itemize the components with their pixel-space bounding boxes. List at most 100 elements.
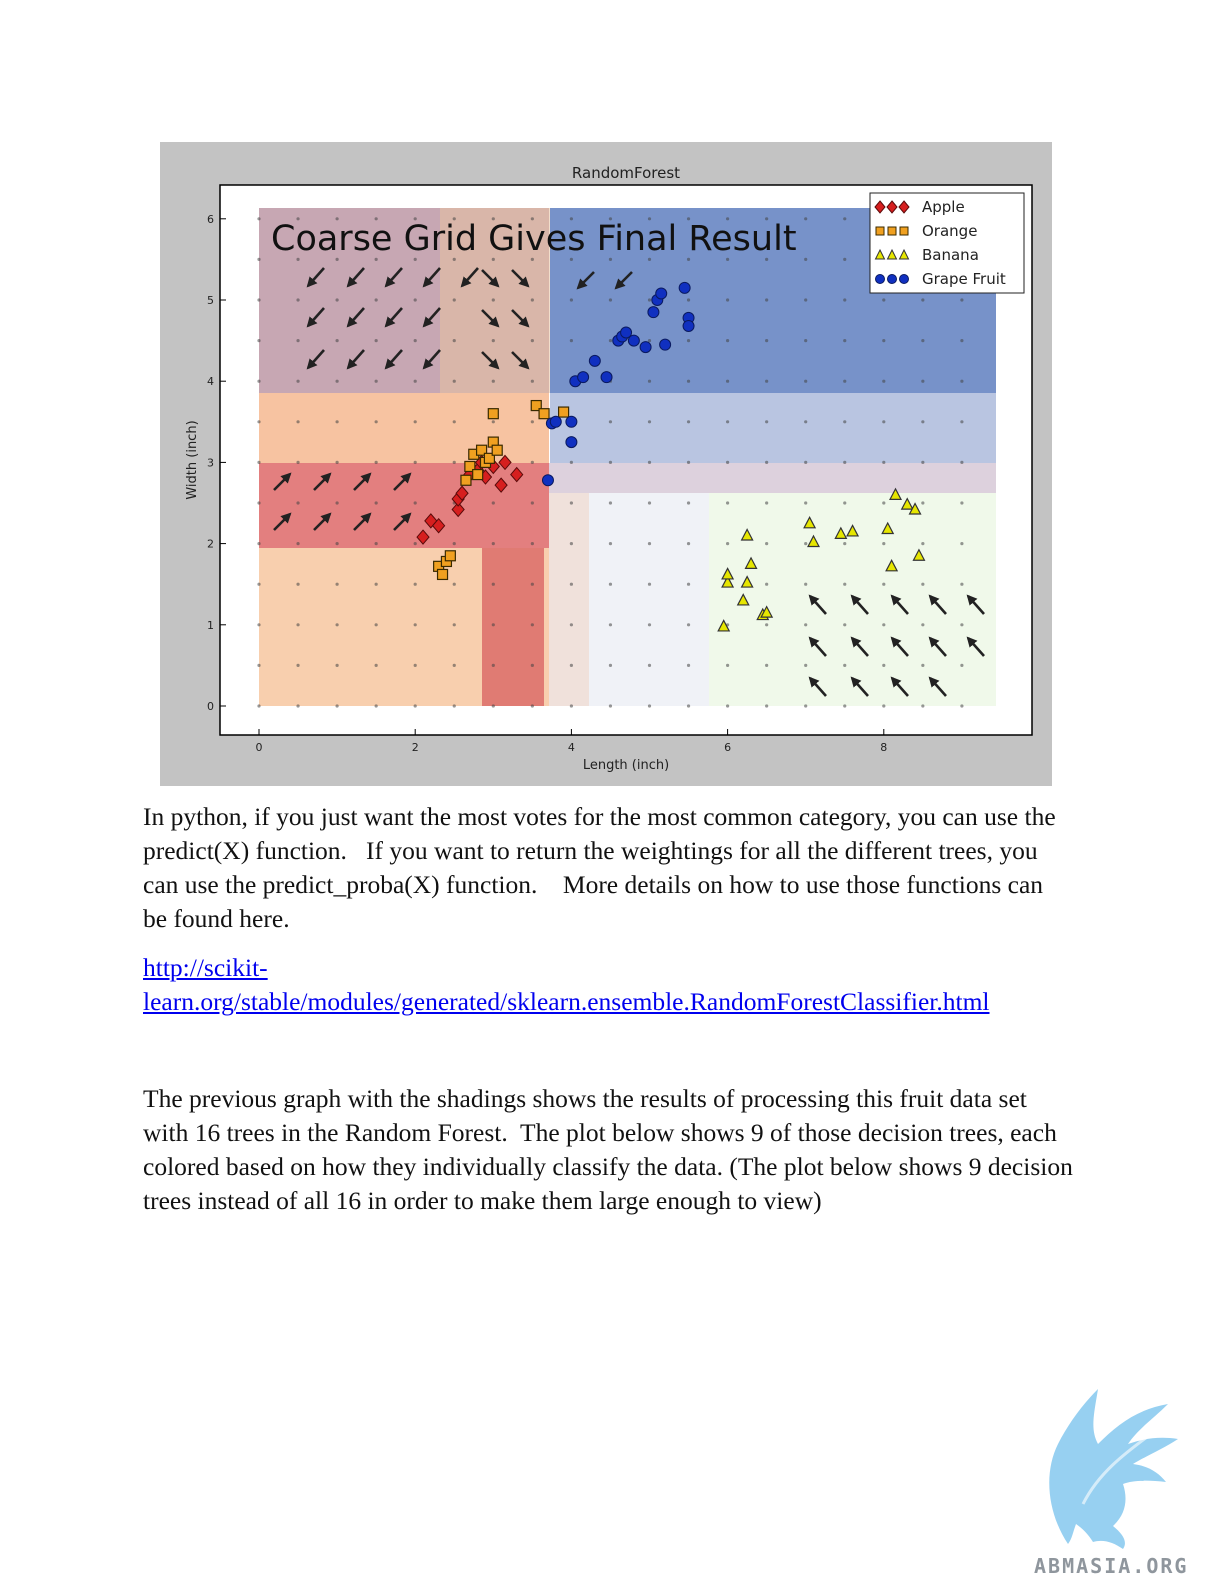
annotation-arrow bbox=[384, 267, 403, 288]
grid-dot bbox=[296, 420, 300, 424]
legend-marker bbox=[899, 226, 909, 236]
grid-dot bbox=[296, 379, 300, 383]
grid-dot bbox=[882, 704, 886, 708]
y-tick-label: 6 bbox=[207, 213, 214, 226]
x-tick-label: 6 bbox=[724, 741, 731, 754]
grid-dot bbox=[804, 501, 808, 505]
y-tick-label: 5 bbox=[207, 294, 214, 307]
grid-dot bbox=[374, 663, 378, 668]
grid-dot bbox=[882, 542, 886, 546]
grid-dot bbox=[726, 379, 730, 383]
legend-marker bbox=[887, 274, 897, 284]
grid-dot bbox=[843, 420, 847, 424]
grid-dot bbox=[726, 704, 730, 708]
point-banana bbox=[736, 593, 750, 606]
annotation-arrow bbox=[481, 351, 500, 370]
grid-dot bbox=[335, 542, 339, 546]
grid-dot bbox=[257, 298, 261, 302]
point-orange bbox=[472, 468, 484, 481]
point-orange bbox=[557, 406, 570, 418]
annotation-arrow bbox=[850, 594, 869, 615]
grid-dot bbox=[413, 339, 417, 343]
grid-dot bbox=[686, 420, 691, 424]
grid-dot bbox=[843, 704, 847, 708]
grid-dot bbox=[726, 217, 730, 221]
grid-dot bbox=[882, 663, 886, 668]
annotation-arrow bbox=[313, 472, 332, 491]
grid-dot bbox=[413, 501, 417, 505]
grid-dot bbox=[257, 460, 261, 464]
grid-dot bbox=[335, 339, 339, 343]
grid-dot bbox=[765, 339, 769, 343]
grid-dot bbox=[804, 298, 808, 302]
x-tick-label: 8 bbox=[880, 741, 887, 754]
grid-dot bbox=[726, 501, 730, 505]
point-banana bbox=[740, 575, 754, 588]
grid-dot bbox=[530, 460, 534, 464]
grid-dot bbox=[569, 704, 573, 708]
grid-dot bbox=[296, 704, 300, 708]
grid-dot bbox=[647, 217, 652, 221]
legend-label: Banana bbox=[922, 246, 979, 264]
point-banana bbox=[900, 497, 914, 510]
grid-dot bbox=[296, 339, 300, 343]
grid-dot bbox=[296, 542, 300, 546]
grid-dot bbox=[686, 217, 691, 221]
grid-dot bbox=[608, 542, 613, 546]
grid-dot bbox=[569, 663, 573, 668]
grid-dot bbox=[491, 542, 495, 546]
annotation-arrow bbox=[273, 472, 292, 491]
grid-dot bbox=[921, 298, 925, 302]
sklearn-doc-link[interactable]: http://scikit- learn.org/stable/modules/… bbox=[143, 951, 1073, 1019]
point-banana bbox=[760, 605, 774, 618]
legend: Apple Orange Banana Grape Fruit bbox=[869, 192, 1025, 294]
grid-dot bbox=[413, 582, 417, 586]
grid-dot bbox=[530, 582, 534, 586]
grid-dot bbox=[413, 704, 417, 708]
annotation-arrow bbox=[966, 636, 985, 657]
grid-dot bbox=[843, 582, 847, 586]
grid-dot bbox=[765, 257, 769, 261]
grid-dot bbox=[726, 542, 730, 546]
grid-dot bbox=[921, 339, 925, 343]
point-banana bbox=[807, 534, 821, 548]
plot-border bbox=[219, 184, 1033, 736]
x-tick-label: 4 bbox=[568, 741, 575, 754]
grid-dot bbox=[647, 379, 652, 383]
grid-dot bbox=[491, 257, 495, 261]
grid-dot bbox=[921, 460, 925, 464]
grid-dot bbox=[452, 623, 456, 627]
grid-dot bbox=[452, 217, 456, 221]
annotation-arrow bbox=[808, 594, 827, 615]
grid-dot bbox=[765, 582, 769, 586]
grid-dot bbox=[686, 704, 691, 708]
grid-dot bbox=[804, 217, 808, 221]
grid-dot bbox=[921, 542, 925, 546]
point-apple bbox=[431, 517, 446, 534]
grid-dot bbox=[882, 460, 886, 464]
grid-dot bbox=[686, 379, 691, 383]
grid-dot bbox=[530, 501, 534, 505]
annotation-arrow bbox=[346, 349, 365, 370]
point-apple bbox=[455, 485, 469, 502]
grid-dot bbox=[804, 663, 808, 668]
grid-dot bbox=[335, 379, 339, 383]
grid-dot bbox=[491, 298, 495, 302]
grid-dot bbox=[569, 501, 573, 505]
grid-dot bbox=[374, 257, 378, 261]
point-grape-fruit bbox=[565, 436, 578, 449]
grid-dot bbox=[608, 339, 613, 343]
annotation-arrow bbox=[460, 267, 479, 288]
grid-dot bbox=[804, 542, 808, 546]
grid-dot bbox=[686, 298, 691, 302]
x-tick-label: 0 bbox=[256, 741, 263, 754]
logo-text: ABMASIA.ORG bbox=[1034, 1554, 1189, 1578]
point-apple bbox=[510, 466, 524, 483]
legend-marker bbox=[875, 274, 885, 284]
overlay-heading: Coarse Grid Gives Final Result bbox=[271, 219, 797, 259]
grid-dot bbox=[569, 542, 573, 546]
grid-dot bbox=[686, 542, 691, 546]
grid-dot bbox=[452, 298, 456, 302]
point-grape-fruit bbox=[600, 371, 613, 384]
grid-dot bbox=[921, 420, 925, 424]
